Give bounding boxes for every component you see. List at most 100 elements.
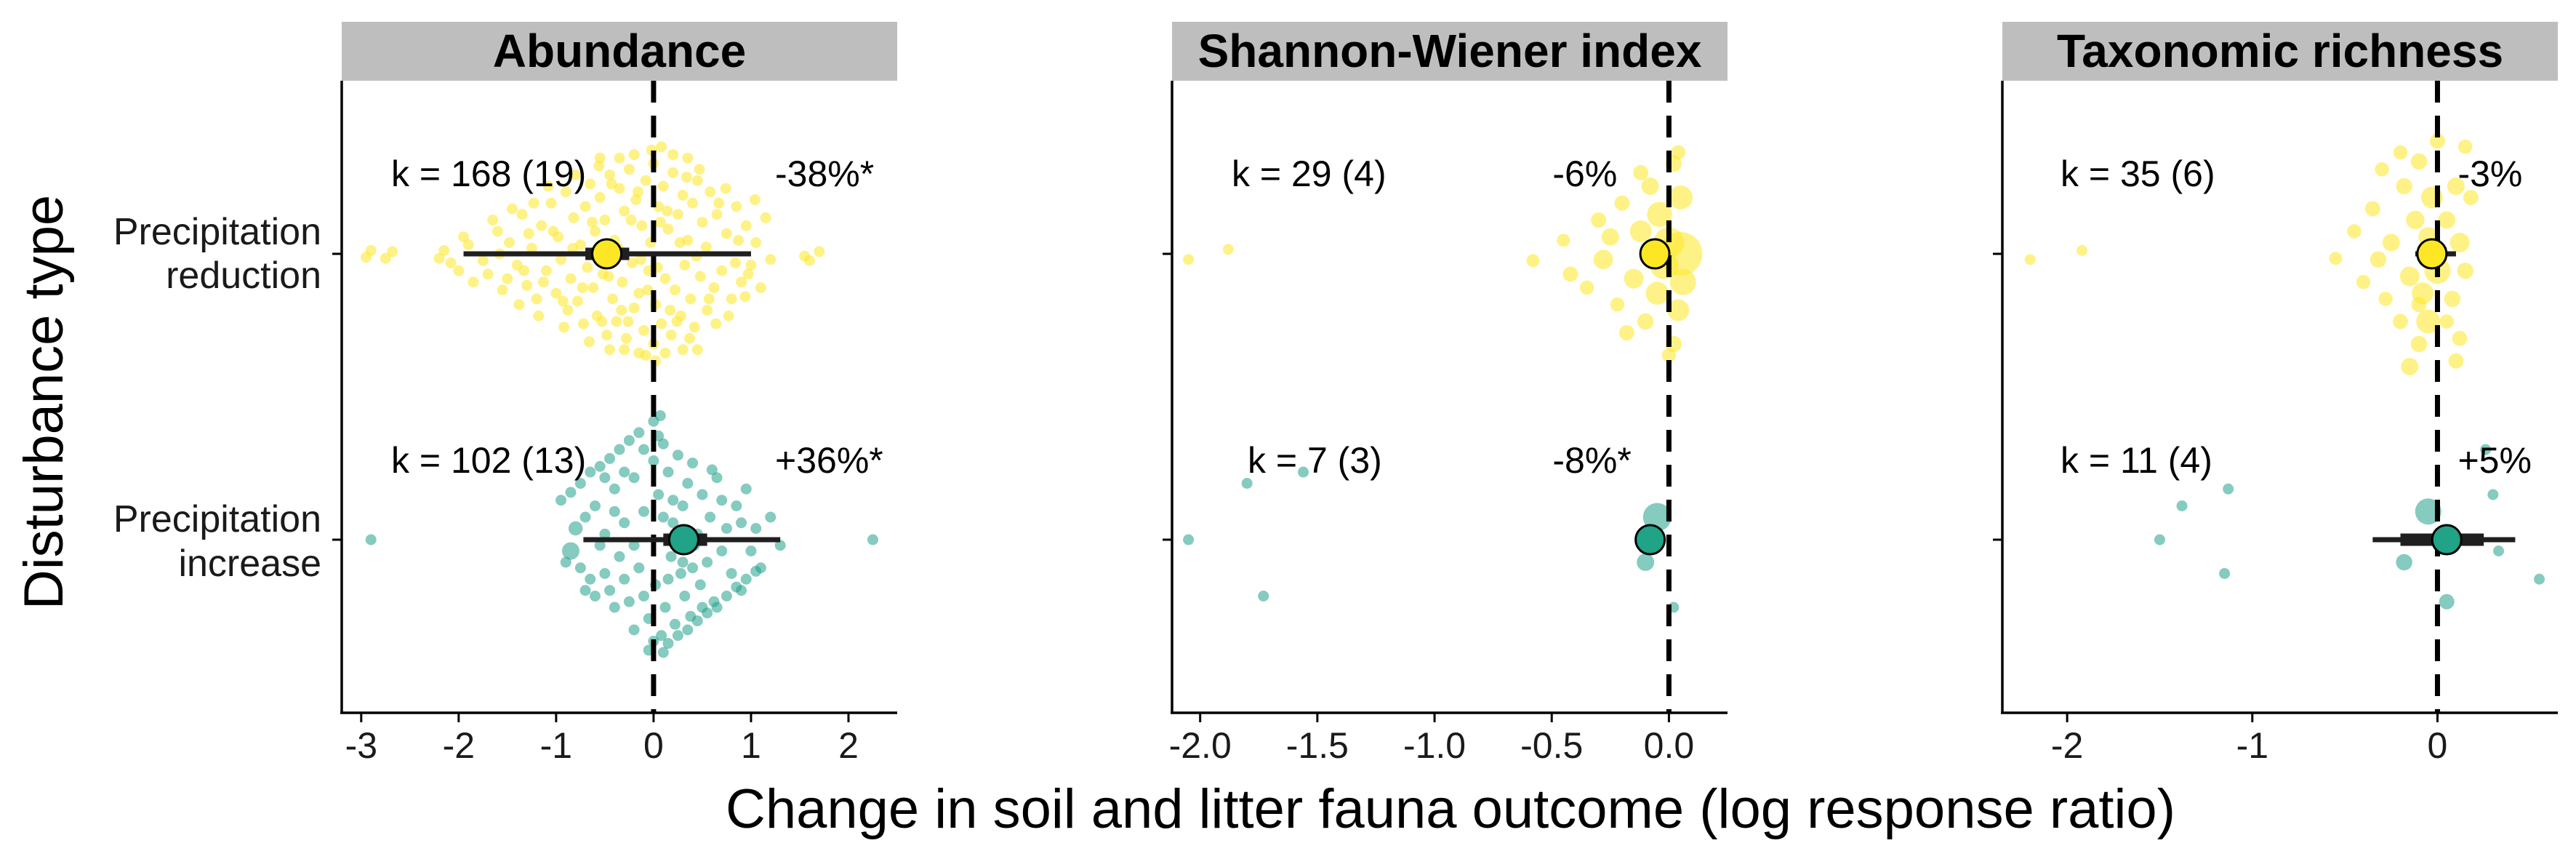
data-point bbox=[774, 540, 786, 551]
panel-1: Shannon-Wiener index -2.0 -1.5 -1.0 -0.5 0.0 k… bbox=[1163, 22, 1728, 766]
data-point bbox=[445, 257, 457, 268]
data-point bbox=[682, 152, 694, 164]
svg-text:Precipitation: Precipitation bbox=[113, 211, 321, 253]
data-point bbox=[619, 573, 630, 585]
data-point bbox=[585, 573, 596, 585]
data-point bbox=[657, 511, 669, 523]
data-point bbox=[662, 205, 673, 217]
data-point bbox=[733, 234, 745, 246]
data-point bbox=[667, 149, 679, 161]
data-point bbox=[536, 220, 547, 231]
data-point bbox=[710, 318, 722, 329]
data-point bbox=[604, 585, 616, 596]
data-point bbox=[468, 276, 479, 288]
data-point bbox=[814, 246, 825, 257]
data-point bbox=[523, 228, 534, 239]
data-point bbox=[665, 305, 676, 316]
data-point bbox=[675, 568, 686, 579]
data-point bbox=[750, 565, 762, 577]
data-point bbox=[528, 197, 539, 209]
data-point bbox=[682, 478, 694, 489]
data-point bbox=[542, 180, 554, 192]
data-point bbox=[745, 546, 757, 556]
data-point bbox=[594, 460, 606, 472]
effect-label-0: -38%* bbox=[775, 153, 874, 194]
data-point bbox=[642, 284, 654, 296]
data-point bbox=[596, 316, 608, 327]
data-point bbox=[365, 244, 377, 256]
data-point bbox=[1591, 212, 1607, 228]
plot-area-shannon-wiener-index: k = 29 (4) -6% k = 7 (3) -8%* bbox=[1183, 81, 1703, 713]
data-point bbox=[1618, 325, 1634, 340]
data-point bbox=[487, 215, 499, 225]
data-point bbox=[2406, 210, 2425, 230]
data-point bbox=[482, 268, 494, 280]
data-point bbox=[702, 556, 713, 568]
data-point bbox=[1637, 313, 1654, 330]
data-point bbox=[745, 260, 757, 271]
data-point bbox=[665, 329, 677, 341]
data-point bbox=[659, 273, 671, 284]
data-point bbox=[2410, 153, 2428, 170]
data-point bbox=[726, 293, 737, 305]
x-tick-label: -0.5 bbox=[1520, 725, 1583, 766]
data-point bbox=[2487, 489, 2499, 500]
point-group-1 bbox=[365, 410, 878, 658]
data-point bbox=[614, 551, 625, 562]
data-point bbox=[736, 276, 747, 288]
data-point bbox=[1601, 228, 1619, 246]
data-point bbox=[623, 596, 635, 607]
data-point bbox=[685, 293, 697, 305]
data-point bbox=[702, 305, 713, 316]
data-point bbox=[2457, 140, 2473, 154]
data-point bbox=[594, 152, 606, 164]
data-point bbox=[567, 242, 579, 254]
data-point bbox=[654, 410, 666, 421]
data-point bbox=[669, 284, 681, 296]
data-point bbox=[1633, 164, 1649, 180]
data-point bbox=[574, 478, 586, 489]
x-tick-label: -2 bbox=[2051, 725, 2083, 766]
data-point bbox=[1557, 233, 1570, 247]
data-point bbox=[616, 305, 627, 316]
panel-0: Abundance-3 -2 -1 0 1 2k = 168 (19) -38%*k = 1… bbox=[332, 22, 897, 766]
data-point bbox=[677, 344, 689, 356]
x-axis-title: Change in soil and litter fauna outcome … bbox=[726, 778, 2175, 840]
effect-label-1: -8%* bbox=[1552, 440, 1631, 481]
data-point bbox=[614, 152, 625, 164]
data-point bbox=[1183, 254, 1195, 265]
data-point bbox=[458, 231, 470, 243]
data-point bbox=[867, 534, 878, 546]
data-point bbox=[622, 316, 634, 327]
data-point bbox=[700, 241, 712, 253]
data-point bbox=[2439, 314, 2454, 329]
data-point bbox=[2480, 444, 2492, 455]
data-point bbox=[626, 257, 638, 268]
data-point bbox=[736, 517, 747, 529]
data-point bbox=[740, 483, 752, 495]
data-point bbox=[550, 287, 562, 299]
data-point bbox=[740, 573, 752, 585]
data-point bbox=[628, 302, 640, 313]
data-point bbox=[749, 194, 761, 206]
x-tick-label: 0 bbox=[643, 725, 664, 766]
data-point bbox=[619, 517, 630, 529]
data-point bbox=[497, 284, 508, 296]
data-point bbox=[2077, 244, 2088, 256]
data-point bbox=[560, 556, 571, 568]
effect-label-1: +36%* bbox=[775, 440, 883, 481]
data-point bbox=[594, 192, 606, 203]
svg-text:reduction: reduction bbox=[166, 255, 321, 297]
data-point bbox=[706, 464, 718, 476]
data-point bbox=[507, 203, 518, 215]
data-point bbox=[694, 164, 705, 175]
k-label-0: k = 35 (6) bbox=[2061, 153, 2215, 194]
data-point bbox=[1593, 249, 1613, 270]
data-point bbox=[620, 332, 632, 344]
data-point bbox=[628, 149, 640, 161]
data-point bbox=[589, 591, 601, 602]
data-point bbox=[803, 255, 815, 266]
data-point bbox=[2219, 568, 2231, 579]
x-tick-label: 0 bbox=[2428, 725, 2448, 766]
